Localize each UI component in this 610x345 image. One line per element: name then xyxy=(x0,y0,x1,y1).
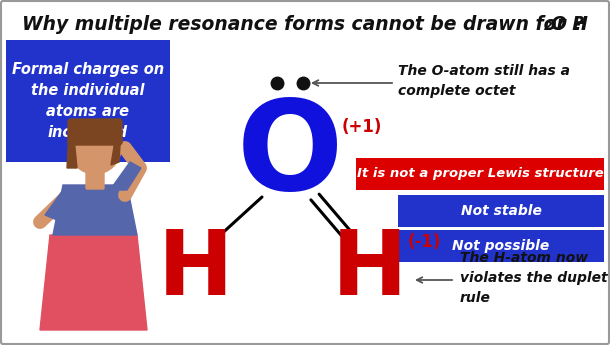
Polygon shape xyxy=(53,185,137,235)
Text: 2: 2 xyxy=(544,20,553,33)
Text: violates the duplet: violates the duplet xyxy=(460,271,608,285)
Text: The O-atom still has a: The O-atom still has a xyxy=(398,64,570,78)
Text: (-1): (-1) xyxy=(408,233,442,251)
Text: Why multiple resonance forms cannot be drawn for H: Why multiple resonance forms cannot be d… xyxy=(22,14,588,33)
FancyBboxPatch shape xyxy=(356,158,604,190)
Text: H: H xyxy=(157,226,233,314)
Text: O ?: O ? xyxy=(551,14,584,33)
Text: O: O xyxy=(237,95,343,216)
Polygon shape xyxy=(45,190,80,220)
FancyBboxPatch shape xyxy=(6,40,170,162)
Text: rule: rule xyxy=(460,291,491,305)
Polygon shape xyxy=(111,128,121,165)
Text: complete octet: complete octet xyxy=(398,84,515,98)
Text: Formal charges on
the individual
atoms are
increased: Formal charges on the individual atoms a… xyxy=(12,62,164,140)
Polygon shape xyxy=(110,162,141,190)
Polygon shape xyxy=(67,128,77,168)
Text: It is not a proper Lewis structure: It is not a proper Lewis structure xyxy=(357,168,603,180)
Text: Not stable: Not stable xyxy=(461,204,542,218)
FancyBboxPatch shape xyxy=(86,167,104,189)
Text: Not possible: Not possible xyxy=(453,239,550,253)
Text: H: H xyxy=(332,226,407,314)
Polygon shape xyxy=(40,235,147,330)
FancyBboxPatch shape xyxy=(398,230,604,262)
FancyBboxPatch shape xyxy=(398,195,604,227)
FancyBboxPatch shape xyxy=(68,119,122,145)
Circle shape xyxy=(69,122,121,174)
Text: (+1): (+1) xyxy=(342,118,382,136)
Text: The H-atom now: The H-atom now xyxy=(460,251,588,265)
